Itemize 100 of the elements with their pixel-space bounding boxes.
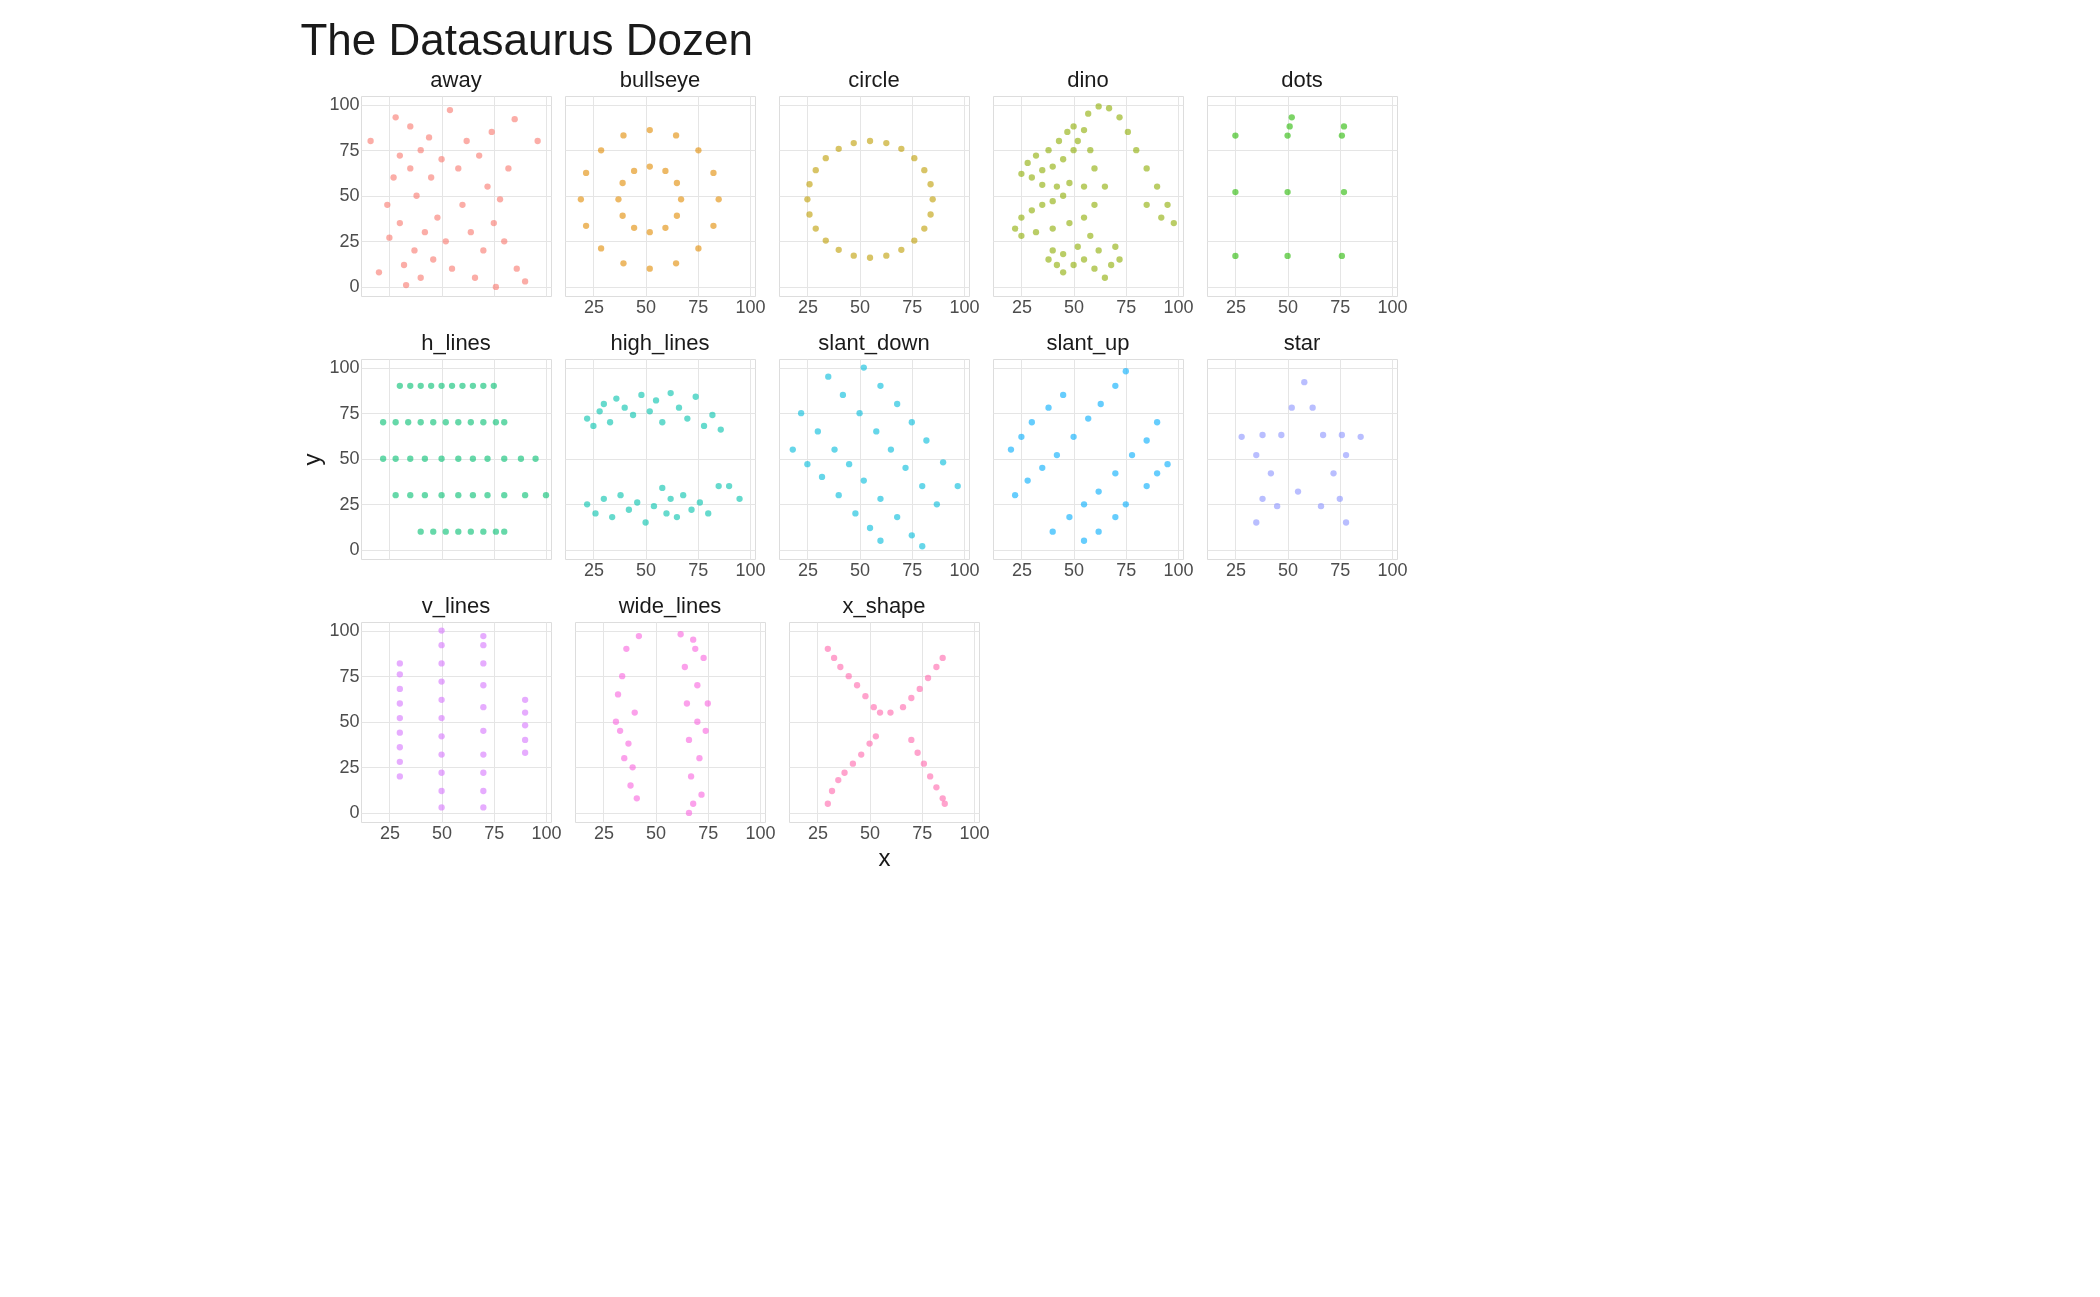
point	[480, 751, 487, 758]
point	[480, 804, 487, 811]
point	[696, 755, 703, 762]
point	[1066, 179, 1073, 187]
point	[662, 167, 669, 175]
point	[941, 800, 948, 807]
y-tick-label: 50	[339, 711, 360, 732]
point	[1018, 232, 1025, 239]
x-tick-label: 100	[1377, 296, 1408, 317]
point	[683, 700, 691, 707]
point	[850, 252, 857, 259]
point	[1074, 243, 1081, 250]
point	[417, 274, 424, 281]
point	[1039, 464, 1046, 471]
y-tick-label: 100	[329, 94, 360, 115]
point	[1049, 528, 1056, 535]
point	[652, 397, 660, 404]
point	[1143, 165, 1150, 172]
point	[501, 455, 508, 462]
point	[696, 499, 704, 506]
x-tick-label: 50	[636, 296, 657, 317]
point	[908, 736, 915, 744]
point	[633, 795, 640, 802]
point	[898, 145, 905, 153]
point	[396, 382, 403, 389]
point	[1018, 433, 1025, 440]
point	[1253, 451, 1260, 459]
point	[627, 782, 634, 789]
y-tick-label: 25	[339, 493, 360, 514]
point	[476, 152, 483, 159]
point	[702, 727, 709, 734]
point	[695, 245, 702, 252]
point	[469, 382, 477, 389]
point	[1080, 126, 1088, 134]
point	[480, 660, 487, 667]
point	[434, 214, 441, 221]
point	[1273, 502, 1281, 510]
point	[814, 428, 821, 435]
point	[1070, 433, 1077, 440]
point	[379, 419, 387, 426]
point	[673, 212, 681, 219]
point	[1059, 269, 1067, 276]
point	[496, 196, 504, 203]
point	[684, 415, 691, 422]
point	[1143, 437, 1150, 444]
point	[825, 373, 832, 380]
point	[501, 528, 508, 535]
point	[413, 192, 420, 199]
point	[692, 393, 699, 400]
point	[877, 495, 884, 502]
point	[920, 760, 928, 767]
point	[873, 428, 880, 435]
point	[490, 382, 497, 389]
point	[521, 696, 529, 703]
y-tick-label: 100	[329, 357, 360, 378]
point	[1122, 501, 1129, 508]
x-tick-label: 100	[735, 296, 766, 317]
point	[396, 729, 403, 736]
point	[480, 528, 487, 535]
point	[488, 128, 495, 136]
text: The Datasaurus Dozen	[300, 15, 753, 65]
point	[617, 492, 624, 499]
x-tick-label: 25	[1011, 296, 1032, 317]
point	[1122, 368, 1129, 375]
point	[513, 265, 520, 272]
point	[672, 260, 680, 267]
point	[1095, 528, 1102, 535]
point	[396, 744, 403, 751]
point	[1066, 219, 1073, 227]
point	[620, 260, 627, 267]
point	[1080, 501, 1088, 508]
point	[417, 382, 424, 389]
point	[1238, 433, 1245, 440]
point	[1340, 188, 1348, 196]
x-tick-label: 50	[1064, 296, 1085, 317]
point	[1039, 181, 1046, 188]
point	[455, 165, 462, 172]
point	[646, 265, 653, 272]
point	[914, 749, 921, 756]
x-tick-label: 25	[807, 822, 828, 843]
point	[1059, 156, 1067, 163]
point	[480, 727, 487, 734]
point	[417, 146, 424, 154]
point	[1158, 214, 1165, 221]
point	[392, 455, 399, 462]
point	[866, 740, 873, 747]
point	[1053, 183, 1061, 190]
point	[1294, 488, 1302, 495]
x-tick-label: 75	[912, 822, 933, 843]
point	[582, 169, 590, 177]
y-tick-label: 25	[339, 230, 360, 251]
x-tick-label: 50	[850, 559, 871, 580]
point	[853, 682, 861, 689]
point	[590, 422, 597, 430]
x-tick-label: 25	[583, 559, 604, 580]
point	[542, 492, 550, 499]
point	[806, 211, 813, 218]
point	[521, 736, 529, 744]
y-tick-label: 50	[339, 448, 360, 469]
point	[480, 632, 487, 640]
